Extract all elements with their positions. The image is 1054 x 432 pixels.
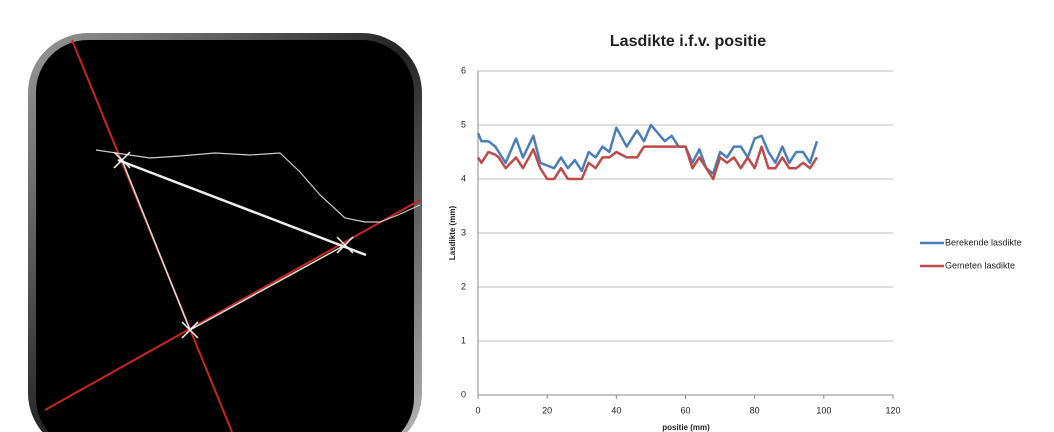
x-tick-label: 40 bbox=[611, 405, 621, 415]
y-tick-label: 1 bbox=[461, 335, 466, 345]
x-tick-label: 100 bbox=[816, 405, 831, 415]
y-tick-label: 4 bbox=[461, 173, 466, 183]
legend-label: Gemeten lasdikte bbox=[945, 260, 1015, 270]
legend-label: Berekende lasdikte bbox=[945, 237, 1022, 247]
y-tick-label: 5 bbox=[461, 119, 466, 129]
chart-title: Lasdikte i.f.v. positie bbox=[610, 33, 766, 50]
x-tick-label: 120 bbox=[885, 405, 900, 415]
x-tick-label: 60 bbox=[680, 405, 690, 415]
x-tick-label: 20 bbox=[542, 405, 552, 415]
x-axis-label: positie (mm) bbox=[662, 423, 710, 432]
weld-image bbox=[28, 33, 422, 432]
y-tick-label: 6 bbox=[461, 65, 466, 75]
y-axis-label: Lasdikte (mm) bbox=[448, 206, 457, 261]
x-tick-label: 80 bbox=[750, 405, 760, 415]
y-tick-label: 3 bbox=[461, 227, 466, 237]
x-tick-label: 0 bbox=[475, 405, 480, 415]
series-line bbox=[478, 147, 817, 179]
page: Lasdikte i.f.v. positie Lasdikte (mm) po… bbox=[0, 0, 1054, 432]
series-line bbox=[478, 125, 817, 174]
y-tick-label: 2 bbox=[461, 281, 466, 291]
y-tick-label: 0 bbox=[461, 389, 466, 399]
